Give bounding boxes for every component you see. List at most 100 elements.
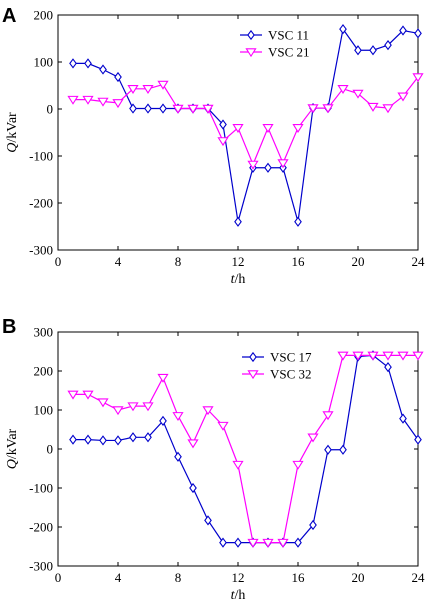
y-tick-label-a: -100 [29, 149, 53, 164]
data-point-a-1 [264, 162, 272, 173]
x-tick-label-b: 0 [55, 570, 62, 585]
y-axis-label-var-a: Q [5, 143, 20, 153]
data-point-a-1 [354, 45, 362, 56]
x-tick-label-a: 16 [292, 254, 306, 269]
data-point-b-1 [114, 435, 122, 446]
data-point-b-2 [292, 460, 304, 470]
data-point-b-1 [99, 435, 107, 446]
data-point-a-2 [307, 104, 319, 114]
data-point-a-2 [337, 85, 349, 94]
data-point-b-1 [219, 537, 227, 548]
legend-marker-a-1 [247, 29, 255, 41]
data-point-b-2 [367, 351, 379, 361]
y-tick-label-a: 200 [34, 8, 54, 23]
data-point-b-2 [112, 406, 124, 416]
data-point-a-1 [399, 25, 407, 36]
data-point-b-1 [204, 515, 212, 526]
data-point-b-1 [174, 451, 182, 462]
series-line-b-1 [73, 354, 419, 544]
data-point-b-1 [159, 415, 167, 427]
data-point-b-2 [412, 351, 424, 361]
data-point-a-2 [382, 104, 394, 114]
data-point-b-2 [322, 411, 334, 421]
data-point-b-1 [69, 434, 77, 445]
x-axis-label-unit-a: /h [235, 272, 246, 287]
data-point-a-2 [217, 137, 229, 147]
data-point-b-1 [234, 537, 242, 548]
data-point-a-2 [232, 124, 244, 133]
data-point-a-2 [157, 80, 169, 90]
data-point-a-2 [367, 102, 379, 112]
data-point-b-1 [129, 432, 137, 443]
y-tick-label-b: 300 [34, 325, 54, 340]
data-point-b-2 [232, 460, 244, 470]
data-point-b-2 [172, 412, 184, 422]
data-point-a-2 [172, 104, 184, 114]
data-point-a-1 [114, 71, 122, 83]
data-point-b-2 [127, 402, 139, 412]
data-point-a-1 [84, 58, 92, 69]
data-point-a-2 [412, 73, 424, 83]
y-axis-label-unit-b: /kVar [5, 428, 20, 459]
data-point-a-2 [187, 104, 199, 114]
legend-label-a-2: VSC 21 [268, 45, 310, 60]
data-point-b-2 [187, 439, 199, 449]
data-point-a-2 [352, 89, 364, 99]
x-axis-label-a: t/h [231, 272, 246, 287]
data-point-b-1 [144, 432, 152, 443]
data-point-a-1 [144, 103, 152, 114]
data-point-a-2 [262, 124, 274, 133]
data-point-a-2 [127, 85, 139, 94]
panel-b-letter: B [2, 316, 16, 338]
data-point-a-1 [159, 103, 167, 114]
y-tick-label-a: 0 [47, 102, 54, 117]
x-tick-label-b: 8 [175, 570, 182, 585]
data-point-b-1 [339, 444, 347, 455]
x-axis-label-unit-b: /h [235, 588, 246, 603]
x-tick-label-a: 0 [55, 254, 62, 269]
data-point-a-1 [69, 58, 77, 69]
data-point-b-2 [352, 351, 364, 361]
data-point-a-1 [99, 64, 107, 75]
x-tick-label-b: 16 [292, 570, 306, 585]
x-axis-label-b: t/h [231, 588, 246, 603]
data-point-b-1 [324, 444, 332, 455]
data-point-a-2 [247, 160, 259, 170]
data-point-b-1 [294, 537, 302, 548]
data-point-a-1 [414, 28, 422, 39]
data-point-b-2 [262, 538, 274, 548]
x-tick-label-b: 12 [232, 570, 245, 585]
y-tick-label-b: -300 [29, 559, 53, 574]
data-point-b-2 [157, 373, 169, 383]
data-point-b-1 [84, 434, 92, 445]
y-axis-label-unit-a: /kVar [5, 112, 20, 143]
y-axis-label-var-b: Q [5, 459, 20, 469]
legend-label-a-1: VSC 11 [268, 28, 309, 43]
data-point-b-1 [414, 434, 422, 445]
data-point-b-2 [277, 538, 289, 548]
data-point-b-2 [307, 433, 319, 443]
data-point-a-2 [97, 97, 109, 107]
data-point-a-2 [67, 95, 79, 105]
data-point-a-1 [294, 216, 302, 227]
x-tick-label-b: 20 [352, 570, 365, 585]
data-point-b-2 [247, 538, 259, 548]
data-point-a-2 [292, 124, 304, 133]
series-line-b-2 [73, 354, 418, 544]
data-point-b-1 [384, 361, 392, 373]
data-point-b-1 [309, 519, 317, 531]
data-point-a-1 [219, 119, 227, 130]
y-tick-label-a: 100 [34, 55, 54, 70]
data-point-a-1 [234, 216, 242, 227]
legend-marker-a-2 [245, 48, 257, 58]
legend-marker-b-2 [247, 370, 259, 380]
y-tick-label-b: -100 [29, 481, 53, 496]
panel-b: B 0 4 8 12 16 20 24-300-200-1000100200300t/hQ/… [2, 316, 425, 603]
y-tick-label-b: 200 [34, 364, 54, 379]
x-axis-label-var-b: t [231, 588, 236, 603]
data-point-b-2 [397, 351, 409, 361]
panel-a-letter: A [2, 5, 16, 27]
x-axis-label-var-a: t [231, 272, 236, 287]
legend-label-b-1: VSC 17 [270, 350, 312, 365]
